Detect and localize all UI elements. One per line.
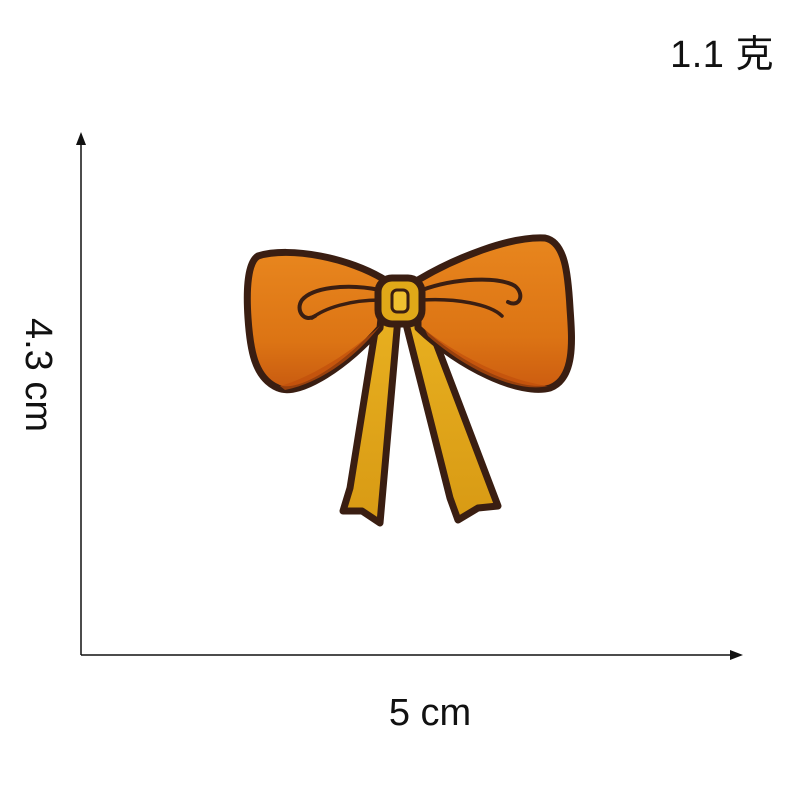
- bow-patch-icon: [243, 234, 575, 527]
- left-swirl-line-2: [310, 298, 382, 320]
- left-swirl-line: [297, 284, 382, 320]
- bow-knot-highlight: [390, 288, 410, 314]
- right-swirl-line: [420, 277, 523, 306]
- left-wing-fold: [280, 326, 380, 390]
- vertical-axis-arrow-icon: [76, 132, 86, 145]
- right-swirl-line-2: [420, 297, 504, 318]
- width-label: 5 cm: [388, 692, 472, 734]
- height-label: 4.3 cm: [17, 317, 59, 433]
- left-bow-wing: [243, 248, 389, 394]
- weight-label: 1.1 克: [670, 34, 774, 76]
- horizontal-axis-arrow-icon: [730, 650, 743, 660]
